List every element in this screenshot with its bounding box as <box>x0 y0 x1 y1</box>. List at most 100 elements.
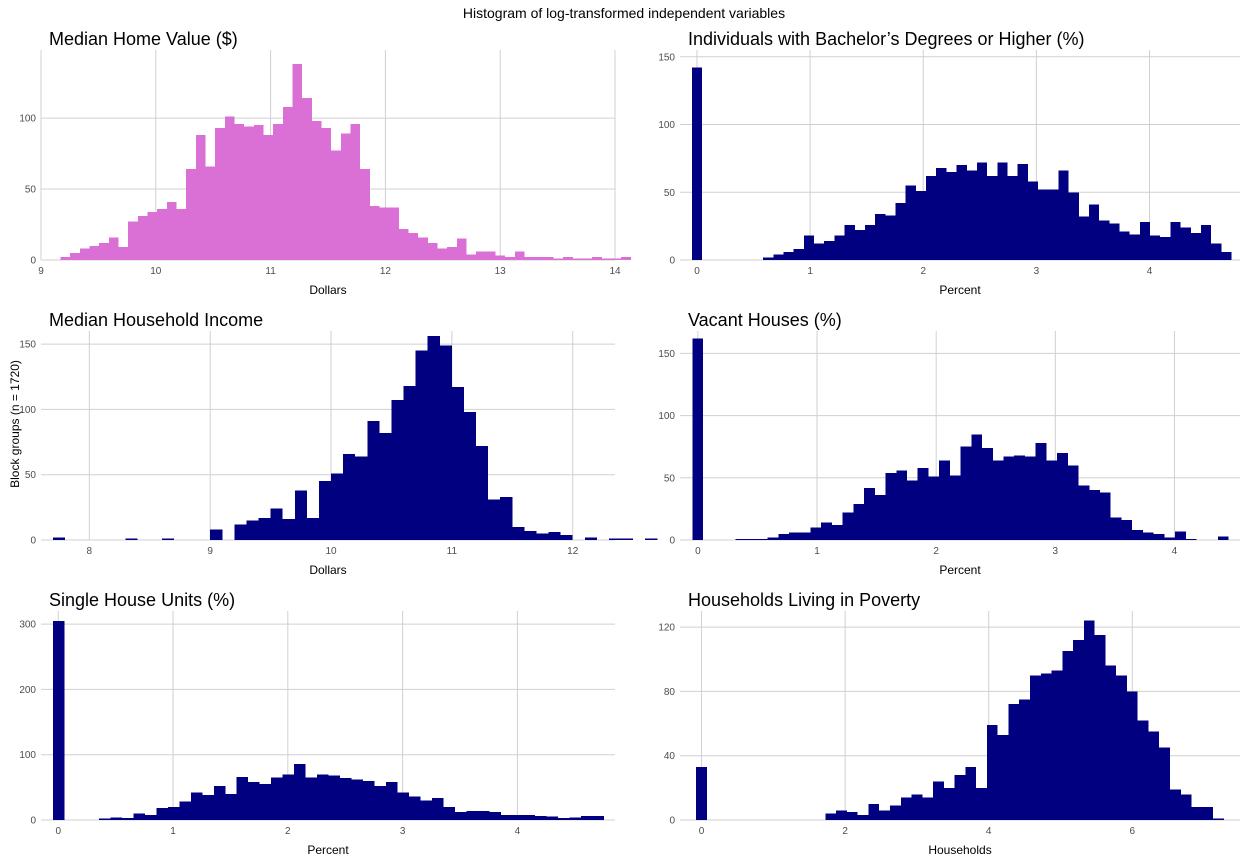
histogram-bar <box>1035 442 1047 540</box>
histogram-bar <box>1159 747 1170 820</box>
histogram-bar <box>1211 243 1222 260</box>
histogram-bar <box>915 190 927 260</box>
histogram-bar <box>987 176 998 260</box>
histogram-bar <box>1078 485 1090 540</box>
histogram-bar <box>1180 227 1191 260</box>
histogram-bar <box>1153 533 1165 540</box>
histogram-bar <box>821 522 832 540</box>
x-tick-label: 6 <box>1130 826 1136 837</box>
histogram-bar <box>844 224 855 260</box>
histogram-bar <box>1200 224 1212 260</box>
histogram-bar <box>282 774 295 820</box>
x-tick-label: 3 <box>1053 546 1059 557</box>
histogram-bar <box>1185 538 1197 540</box>
histogram-bar <box>379 432 392 540</box>
y-tick-label: 100 <box>658 120 675 131</box>
histogram-bar <box>363 780 375 820</box>
histogram-bar <box>476 445 489 540</box>
y-tick-label: 50 <box>664 473 676 484</box>
x-tick-label: 4 <box>1147 266 1153 277</box>
y-tick-label: 120 <box>658 623 675 634</box>
histogram-bar <box>763 257 774 260</box>
histogram-bar <box>905 185 916 260</box>
histogram-bar <box>543 257 554 260</box>
histogram-bar <box>789 532 800 540</box>
histogram-bar <box>1027 181 1039 260</box>
histogram-bar <box>842 512 854 540</box>
histogram-bar <box>1078 216 1089 260</box>
y-tick-label: 100 <box>19 750 36 761</box>
histogram-bar <box>1139 222 1151 260</box>
histogram-bar <box>1030 675 1041 820</box>
histogram-bar <box>890 805 901 820</box>
x-axis-label: Percent <box>307 843 349 857</box>
y-tick-label: 0 <box>669 816 675 827</box>
panel-5: 0 1 2 3 4 0 100 200 300 Single House Units (%) Per… <box>19 590 615 857</box>
histogram-bar <box>1062 651 1074 820</box>
histogram-bar <box>965 766 977 820</box>
x-tick-label: 1 <box>807 266 813 277</box>
histogram-bar <box>225 793 237 820</box>
histogram-bar <box>956 165 967 260</box>
histogram-bar <box>1202 807 1214 820</box>
y-tick-label: 150 <box>19 340 36 351</box>
histogram-bar <box>477 810 490 820</box>
histogram-bar <box>836 810 847 820</box>
histogram-bar <box>853 503 865 540</box>
x-tick-label: 2 <box>842 826 848 837</box>
histogram-bar <box>60 257 71 260</box>
histogram-bar <box>524 530 537 540</box>
histogram-bar <box>340 778 352 820</box>
x-axis-label: Dollars <box>309 283 346 297</box>
x-tick-label: 10 <box>150 266 162 277</box>
histogram-bar <box>427 242 438 260</box>
histogram-bar <box>900 797 912 820</box>
histogram-bar <box>463 411 477 540</box>
histogram-bar <box>369 206 380 260</box>
histogram-bar <box>1058 170 1069 260</box>
histogram-bar <box>906 480 918 540</box>
histogram-bar <box>195 135 206 260</box>
x-tick-label: 1 <box>170 826 176 837</box>
histogram-bar <box>110 817 122 820</box>
histogram-bar <box>960 446 972 540</box>
histogram-bar <box>374 786 386 820</box>
histogram-bar <box>258 517 271 540</box>
histogram-bar <box>512 814 524 820</box>
histogram-bar <box>582 258 593 260</box>
histogram-bar <box>128 221 138 260</box>
histogram-bar <box>98 818 111 820</box>
histogram-bar <box>746 538 757 540</box>
histogram-bar <box>997 734 1009 820</box>
histogram-bar <box>922 797 934 820</box>
histogram-bar <box>1150 235 1161 260</box>
histogram-bar <box>427 336 440 540</box>
histogram-bar <box>926 176 937 260</box>
histogram-bar <box>385 782 398 820</box>
histogram-bar <box>1024 456 1036 540</box>
histogram-bar <box>244 126 254 261</box>
histogram-bar <box>248 782 260 820</box>
histogram-bar <box>317 774 329 820</box>
histogram-bar <box>982 447 993 540</box>
histogram-bar <box>415 350 428 540</box>
histogram-bar <box>246 520 259 540</box>
histogram-bar <box>691 67 703 260</box>
histogram-bar <box>735 538 747 540</box>
histogram-bar <box>53 620 65 820</box>
histogram-bar <box>318 481 332 540</box>
histogram-bar <box>976 162 988 260</box>
histogram-bar <box>403 385 416 540</box>
histogram-bar <box>592 257 602 260</box>
panel-4: 0 1 2 3 4 0 50 100 150 Vacant Houses (%) Percent <box>658 310 1240 577</box>
histogram-bar <box>213 786 226 820</box>
histogram-bar <box>1148 731 1160 820</box>
histogram-bar <box>1048 189 1059 260</box>
x-tick-label: 12 <box>380 266 392 277</box>
histogram-bar <box>581 816 593 820</box>
panel-title: Vacant Houses (%) <box>688 310 842 330</box>
histogram-bar <box>306 517 319 540</box>
histogram-bar <box>476 251 486 260</box>
histogram-bar <box>1099 220 1110 260</box>
